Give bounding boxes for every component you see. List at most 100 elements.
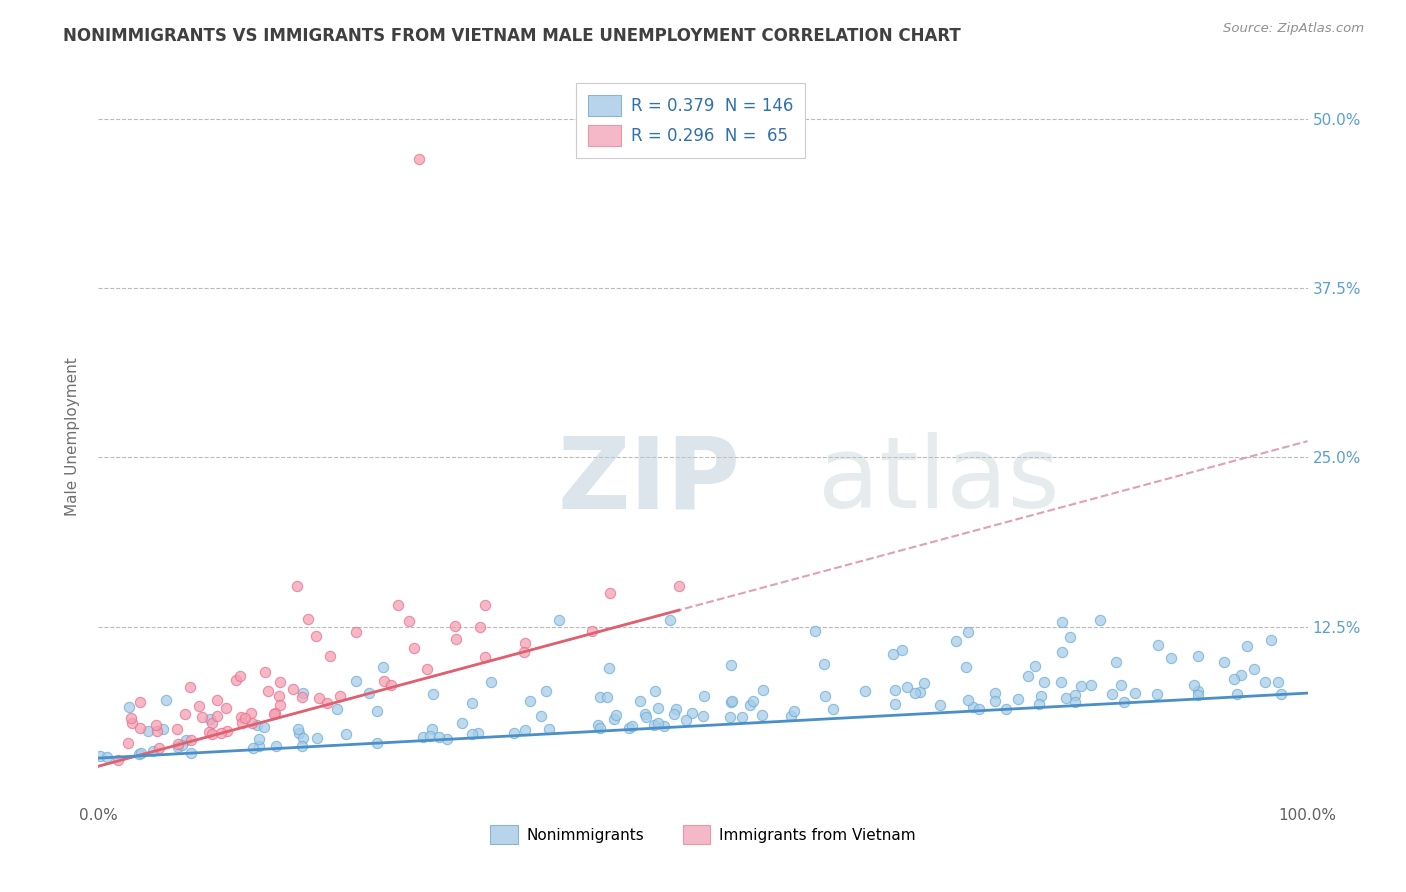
Point <box>198 724 221 739</box>
Point <box>693 690 716 704</box>
Point <box>813 689 835 703</box>
Point <box>387 599 409 613</box>
Point <box>1059 630 1081 644</box>
Point <box>128 747 150 762</box>
Text: ZIP: ZIP <box>558 433 741 530</box>
Point <box>412 730 434 744</box>
Point <box>398 614 420 628</box>
Point <box>131 747 153 761</box>
Point <box>720 695 742 709</box>
Point <box>908 685 931 699</box>
Point <box>366 735 388 749</box>
Point <box>305 731 328 746</box>
Point <box>634 706 657 721</box>
Point <box>548 613 571 627</box>
Point <box>502 726 524 740</box>
Point <box>419 729 441 743</box>
Point <box>718 710 741 724</box>
Point <box>461 696 484 710</box>
Point <box>474 649 496 664</box>
Point <box>1236 639 1258 653</box>
Point <box>246 718 269 732</box>
Point <box>180 732 202 747</box>
Point <box>291 739 314 753</box>
Point <box>207 709 229 723</box>
Point <box>117 700 139 714</box>
Point <box>665 702 688 716</box>
Point <box>731 709 754 723</box>
Point <box>668 579 690 593</box>
Point <box>215 724 238 739</box>
Point <box>291 690 314 704</box>
Point <box>120 711 142 725</box>
Point <box>994 701 1017 715</box>
Point <box>420 723 443 737</box>
Point <box>1088 613 1111 627</box>
Point <box>929 698 952 712</box>
Point <box>882 647 904 661</box>
Point <box>329 689 352 703</box>
Point <box>444 632 467 646</box>
Point <box>595 690 617 704</box>
Point <box>247 731 270 746</box>
Point <box>141 744 163 758</box>
Point <box>738 698 761 712</box>
Point <box>359 685 381 699</box>
Point <box>225 673 247 688</box>
Point <box>136 724 159 739</box>
Text: Source: ZipAtlas.com: Source: ZipAtlas.com <box>1223 22 1364 36</box>
Point <box>530 708 553 723</box>
Point <box>249 739 271 754</box>
Point <box>617 721 640 735</box>
Point <box>589 690 612 705</box>
Point <box>1109 678 1132 692</box>
Point <box>467 726 489 740</box>
Point <box>957 693 980 707</box>
Point <box>1105 655 1128 669</box>
Point <box>675 713 697 727</box>
Point <box>89 749 111 764</box>
Point <box>662 706 685 721</box>
Point <box>308 691 330 706</box>
Point <box>266 739 288 753</box>
Point <box>264 706 287 720</box>
Point <box>281 681 304 696</box>
Point <box>267 689 290 703</box>
Text: NONIMMIGRANTS VS IMMIGRANTS FROM VIETNAM MALE UNEMPLOYMENT CORRELATION CHART: NONIMMIGRANTS VS IMMIGRANTS FROM VIETNAM… <box>63 27 962 45</box>
Point <box>681 706 703 720</box>
Point <box>148 741 170 756</box>
Point <box>1187 688 1209 702</box>
Point <box>188 698 211 713</box>
Point <box>720 658 742 673</box>
Point <box>742 693 765 707</box>
Point <box>190 710 212 724</box>
Point <box>1114 695 1136 709</box>
Point <box>146 724 169 739</box>
Point <box>1050 675 1073 690</box>
Point <box>984 694 1007 708</box>
Point <box>628 694 651 708</box>
Point <box>1033 675 1056 690</box>
Point <box>519 694 541 708</box>
Point <box>955 660 977 674</box>
Point <box>174 732 197 747</box>
Point <box>1054 690 1077 705</box>
Point <box>346 673 368 688</box>
Point <box>1070 679 1092 693</box>
Point <box>634 710 657 724</box>
Point <box>957 625 980 640</box>
Point <box>1146 687 1168 701</box>
Point <box>605 708 627 723</box>
Point <box>1226 687 1249 701</box>
Point <box>692 708 714 723</box>
Point <box>586 718 609 732</box>
Point <box>287 723 309 737</box>
Point <box>436 732 458 747</box>
Point <box>468 620 491 634</box>
Point <box>231 715 253 730</box>
Text: atlas: atlas <box>818 433 1060 530</box>
Point <box>598 661 620 675</box>
Point <box>167 737 190 751</box>
Point <box>319 649 342 664</box>
Point <box>1031 690 1053 704</box>
